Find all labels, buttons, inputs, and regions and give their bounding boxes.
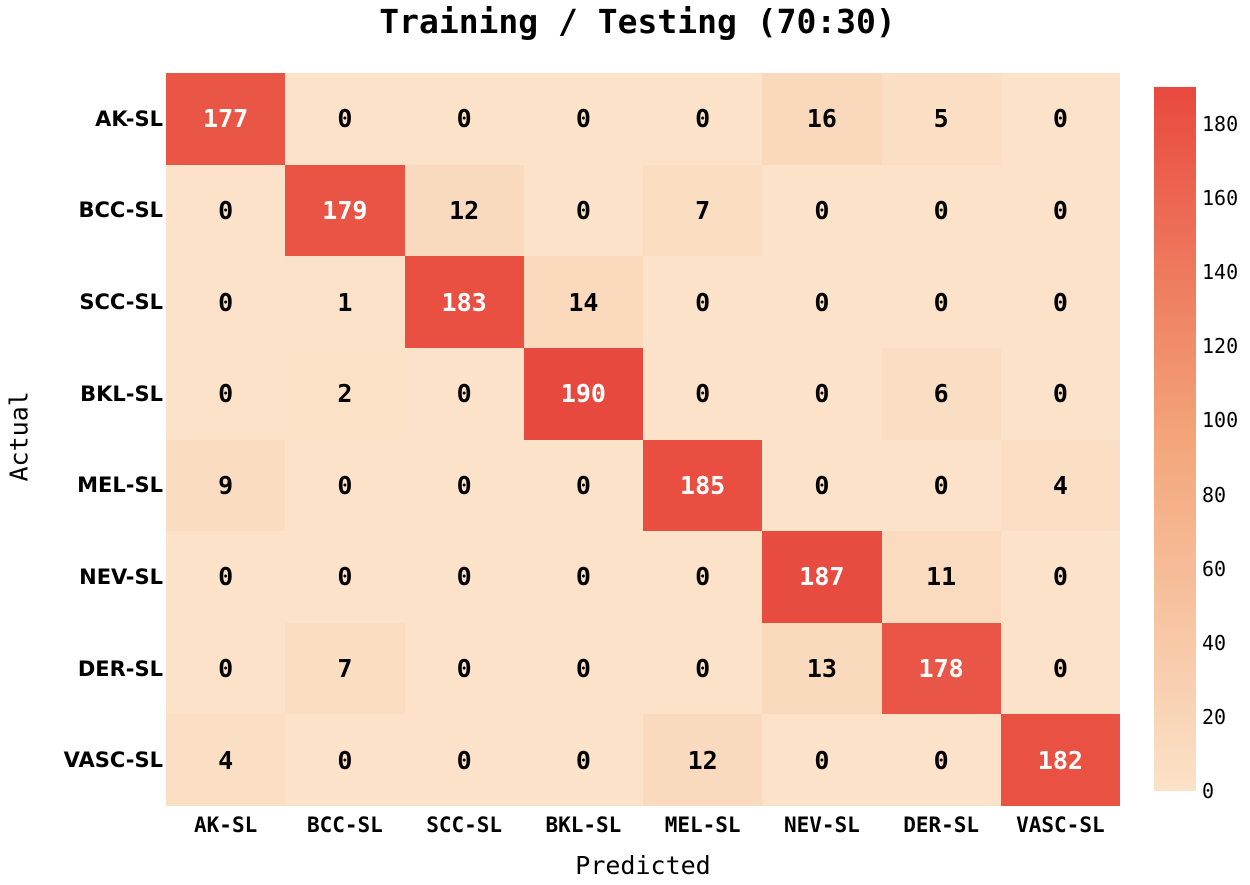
heatmap-cell: 5	[881, 73, 1001, 165]
heatmap-cell: 0	[762, 439, 882, 532]
heatmap-cell: 0	[166, 531, 286, 623]
x-tick-label: NEV-SL	[783, 813, 860, 837]
y-tick-label: NEV-SL	[79, 564, 163, 589]
heatmap-cell: 14	[523, 256, 643, 348]
heatmap-cell: 0	[1000, 531, 1120, 623]
y-tick-label: MEL-SL	[77, 473, 163, 498]
heatmap-cell: 0	[643, 531, 763, 623]
heatmap-cell: 1	[285, 256, 405, 348]
heatmap-cell: 182	[1000, 714, 1120, 806]
colorbar	[1154, 87, 1196, 791]
heatmap-cell: 0	[881, 439, 1001, 532]
colorbar-tick-label: 80	[1202, 482, 1227, 507]
y-tick-label: SCC-SL	[79, 290, 163, 315]
heatmap-cell: 187	[762, 531, 882, 623]
heatmap-cell: 0	[881, 164, 1001, 257]
heatmap-cell: 12	[643, 714, 763, 806]
heatmap-cell: 0	[404, 73, 524, 165]
heatmap-cell: 4	[166, 714, 286, 806]
heatmap-cell: 0	[1000, 347, 1120, 440]
y-tick-labels: AK-SL BCC-SL SCC-SL BKL-SL MEL-SL NEV-SL…	[0, 73, 163, 806]
heatmap-cell: 13	[762, 622, 882, 715]
colorbar-tick-labels: 0 20 40 60 80 100 120 140 160 180	[1202, 87, 1250, 803]
heatmap-cell: 0	[881, 256, 1001, 348]
heatmap-cell: 0	[762, 256, 882, 348]
colorbar-tick-label: 40	[1202, 630, 1227, 655]
y-tick-label: VASC-SL	[63, 748, 163, 773]
heatmap-cell: 0	[762, 164, 882, 257]
y-tick-label: DER-SL	[77, 656, 163, 681]
x-tick-label: BKL-SL	[545, 813, 622, 837]
heatmap-cell: 0	[1000, 622, 1120, 715]
heatmap-cell: 0	[762, 714, 882, 806]
heatmap-cell: 0	[523, 714, 643, 806]
heatmap-cell: 0	[166, 164, 286, 257]
confusion-matrix-heatmap: 177 0 0 0 0 16 5 0 0 179 12 0 7 0 0 0 0 1 183 14 0 0 0 0 0 2 0 190 0…	[166, 73, 1120, 806]
heatmap-cell: 177	[166, 73, 286, 165]
heatmap-cell: 0	[643, 622, 763, 715]
y-tick-label: BCC-SL	[78, 198, 163, 223]
heatmap-cell: 0	[166, 347, 286, 440]
chart-title: Training / Testing (70:30)	[379, 2, 896, 41]
colorbar-tick-label: 160	[1202, 186, 1239, 211]
colorbar-tick-label: 20	[1202, 704, 1227, 729]
colorbar-tick-label: 0	[1202, 779, 1215, 803]
x-tick-label: MEL-SL	[664, 813, 741, 837]
heatmap-cell: 0	[1000, 256, 1120, 348]
heatmap-cell: 0	[285, 714, 405, 806]
y-tick-label: BKL-SL	[80, 381, 163, 406]
heatmap-cell: 179	[285, 164, 405, 257]
heatmap-cell: 0	[285, 531, 405, 623]
heatmap-cell: 0	[881, 714, 1001, 806]
heatmap-cell: 0	[285, 73, 405, 165]
x-tick-labels: AK-SL BCC-SL SCC-SL BKL-SL MEL-SL NEV-SL…	[166, 808, 1120, 842]
heatmap-cell: 0	[523, 531, 643, 623]
heatmap-cell: 185	[643, 439, 763, 532]
heatmap-cell: 183	[404, 256, 524, 348]
x-tick-label: VASC-SL	[1016, 813, 1105, 837]
heatmap-cell: 0	[643, 256, 763, 348]
heatmap-cell: 0	[404, 439, 524, 532]
heatmap-cell: 0	[523, 439, 643, 532]
heatmap-cell: 0	[404, 622, 524, 715]
heatmap-cell: 0	[523, 73, 643, 165]
heatmap-cell: 178	[881, 622, 1001, 715]
colorbar-tick-label: 60	[1202, 556, 1227, 581]
x-tick-label: AK-SL	[194, 813, 258, 837]
x-tick-label: SCC-SL	[426, 813, 503, 837]
heatmap-cell: 4	[1000, 439, 1120, 532]
heatmap-cell: 0	[166, 622, 286, 715]
heatmap-cell: 0	[285, 439, 405, 532]
heatmap-cell: 0	[166, 256, 286, 348]
heatmap-cell: 2	[285, 347, 405, 440]
heatmap-cell: 9	[166, 439, 286, 532]
colorbar-tick-label: 180	[1202, 112, 1239, 137]
heatmap-cell: 12	[404, 164, 524, 257]
heatmap-cell: 0	[643, 73, 763, 165]
colorbar-tick-label: 100	[1202, 408, 1239, 433]
x-tick-label: BCC-SL	[306, 813, 383, 837]
heatmap-cell: 0	[1000, 164, 1120, 257]
heatmap-cell: 11	[881, 531, 1001, 623]
heatmap-cell: 190	[523, 347, 643, 440]
heatmap-cell: 0	[523, 164, 643, 257]
heatmap-cell: 7	[285, 622, 405, 715]
colorbar-tick-label: 120	[1202, 334, 1239, 359]
heatmap-cell: 6	[881, 347, 1001, 440]
heatmap-cell: 0	[404, 714, 524, 806]
heatmap-cell: 0	[762, 347, 882, 440]
heatmap-cell: 0	[1000, 73, 1120, 165]
colorbar-tick-label: 140	[1202, 260, 1239, 285]
heatmap-cell: 16	[762, 73, 882, 165]
y-tick-label: AK-SL	[95, 106, 163, 131]
x-tick-label: DER-SL	[903, 813, 980, 837]
heatmap-cell: 7	[643, 164, 763, 257]
x-axis-title: Predicted	[575, 851, 711, 880]
heatmap-cell: 0	[523, 622, 643, 715]
heatmap-cell: 0	[404, 531, 524, 623]
heatmap-cell: 0	[404, 347, 524, 440]
heatmap-cell: 0	[643, 347, 763, 440]
